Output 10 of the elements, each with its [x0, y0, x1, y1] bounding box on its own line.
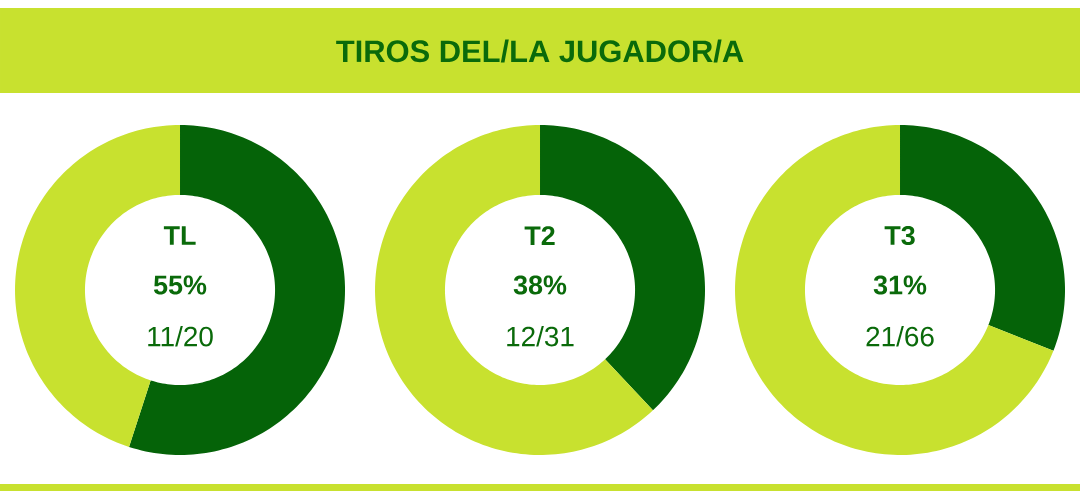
text: T2 [524, 226, 555, 245]
text: TIROS DEL/LA JUGADOR/A [336, 39, 744, 63]
text: 12/31 [507, 325, 574, 347]
text: TL [163, 226, 196, 245]
text: 21/66 [866, 325, 934, 347]
text: T3 [884, 226, 915, 246]
text: 11/20 [148, 325, 213, 347]
data-label: 55% [153, 275, 207, 295]
data-label: 38% [513, 275, 567, 295]
data-label: 31% [873, 275, 927, 295]
